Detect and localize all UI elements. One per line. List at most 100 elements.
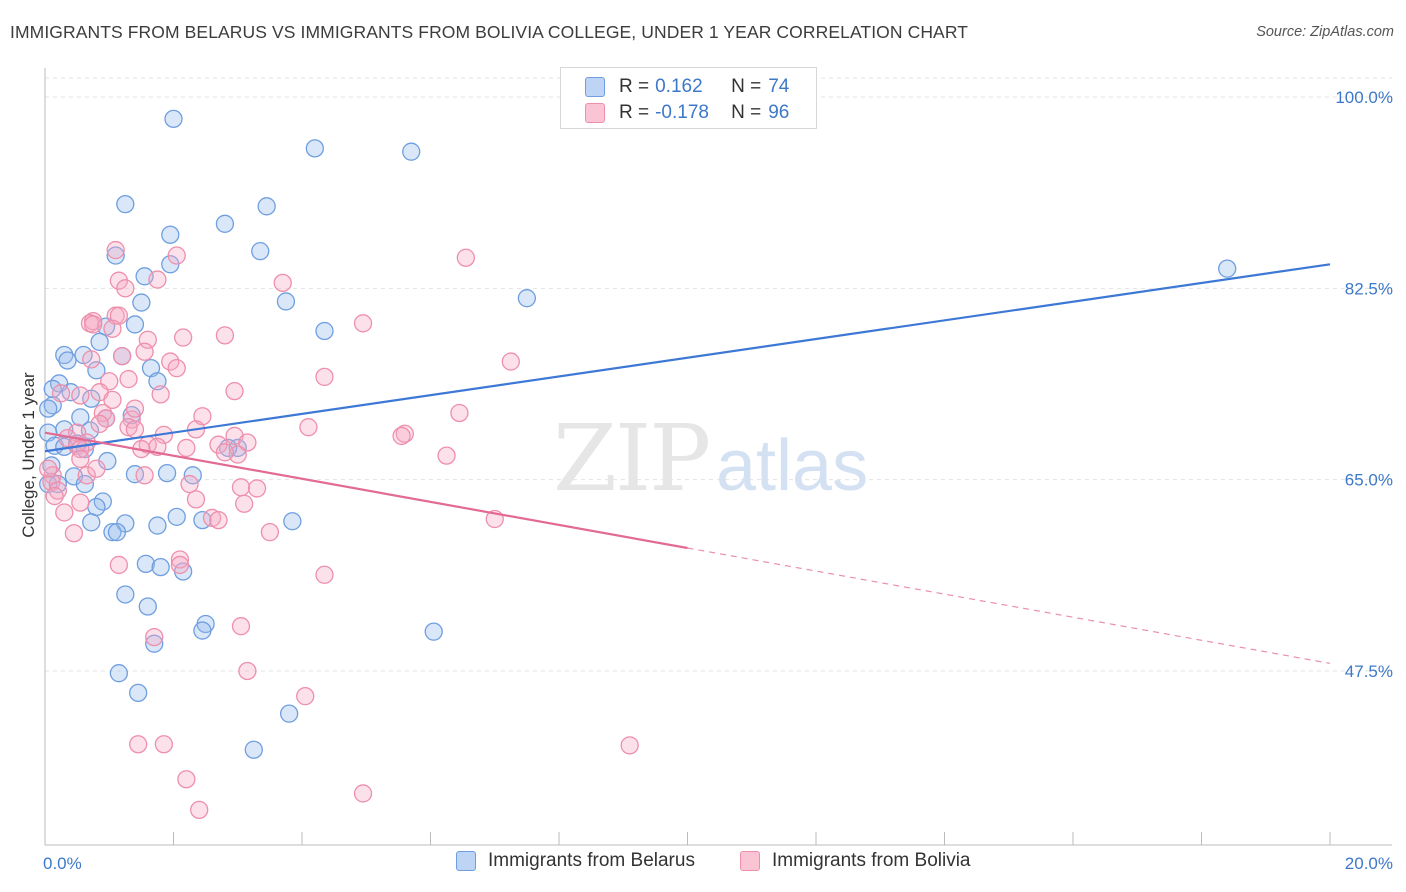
data-point — [71, 386, 90, 405]
data-point — [231, 478, 251, 497]
y-tick-labels: 100.0% 82.5% 65.0% 47.5% — [1335, 88, 1393, 681]
data-point — [305, 139, 325, 158]
data-point — [107, 522, 127, 542]
data-point — [151, 557, 170, 577]
data-point — [71, 493, 90, 512]
data-point — [170, 550, 190, 569]
data-point — [315, 565, 334, 584]
data-point — [148, 516, 167, 535]
data-point — [238, 433, 257, 452]
watermark-atlas: atlas — [716, 426, 868, 506]
data-point — [238, 661, 257, 681]
data-point — [151, 385, 170, 404]
data-point — [154, 735, 174, 754]
data-point — [84, 315, 103, 334]
y-tick-label: 65.0% — [1345, 471, 1393, 490]
data-point — [456, 248, 475, 267]
data-point — [58, 351, 77, 370]
chart-title: IMMIGRANTS FROM BELARUS VS IMMIGRANTS FR… — [10, 22, 969, 42]
data-point — [283, 512, 302, 531]
data-point — [231, 617, 251, 636]
data-point — [148, 270, 167, 289]
series-bolivia-points — [39, 240, 639, 820]
data-point — [116, 194, 135, 214]
data-point — [103, 390, 122, 410]
data-point — [145, 627, 164, 647]
legend-r-label: R = — [619, 76, 650, 97]
data-point — [392, 426, 411, 446]
data-point — [93, 403, 112, 423]
data-point — [186, 490, 206, 509]
data-point — [87, 361, 106, 380]
source-label: Source: ZipAtlas.com — [1256, 24, 1394, 40]
data-point — [296, 686, 315, 706]
data-point — [161, 352, 180, 371]
legend-r-value: -0.178 — [655, 102, 709, 123]
data-point — [125, 465, 145, 484]
data-point — [138, 330, 157, 349]
trend-line-dashed — [687, 547, 1331, 664]
legend-swatch-belarus — [585, 77, 605, 97]
data-point — [135, 466, 154, 485]
data-point — [215, 214, 235, 233]
data-point — [87, 459, 106, 478]
data-point — [620, 736, 639, 755]
data-point — [209, 510, 228, 530]
data-point — [55, 345, 74, 365]
bottom-legend-label-belarus: Immigrants from Belarus — [488, 850, 695, 871]
data-point — [138, 597, 157, 616]
data-point — [157, 463, 177, 483]
data-point — [1218, 259, 1237, 278]
data-point — [260, 522, 280, 542]
data-point — [82, 350, 101, 369]
data-point — [90, 332, 109, 352]
data-point — [112, 346, 132, 366]
y-axis-label: College, Under 1 year — [19, 372, 38, 538]
data-point — [402, 142, 421, 161]
trend-line-solid — [44, 263, 1331, 453]
data-point — [109, 555, 129, 575]
data-point — [51, 384, 71, 403]
data-point — [106, 246, 125, 265]
data-point — [48, 481, 67, 500]
data-point — [395, 424, 414, 443]
data-point — [119, 369, 138, 389]
data-point — [103, 319, 122, 338]
data-point — [353, 314, 373, 333]
data-point — [116, 585, 135, 604]
data-point — [244, 740, 263, 759]
data-point — [450, 403, 469, 423]
data-point — [257, 197, 276, 216]
data-point — [82, 513, 101, 532]
data-point — [190, 800, 209, 820]
data-point — [517, 289, 537, 308]
data-point — [167, 507, 186, 526]
data-point — [39, 399, 58, 418]
data-point — [61, 383, 80, 402]
data-point — [299, 418, 318, 437]
data-point — [136, 554, 156, 574]
bottom-legend-swatch-bolivia — [740, 851, 760, 871]
watermark: ZIP atlas — [553, 405, 868, 512]
legend-r-label: R = — [619, 102, 650, 123]
data-point — [501, 352, 520, 371]
legend-n-value: 96 — [768, 102, 790, 123]
y-tick-label: 82.5% — [1345, 279, 1393, 298]
data-point — [437, 446, 456, 465]
data-point — [145, 634, 164, 653]
y-tick-label: 100.0% — [1335, 88, 1393, 107]
data-point — [71, 449, 90, 469]
data-point — [193, 621, 212, 640]
data-point — [215, 326, 235, 345]
data-point — [116, 279, 135, 298]
data-point — [87, 497, 106, 517]
data-point — [315, 367, 334, 387]
data-point — [132, 293, 151, 312]
data-point — [129, 735, 148, 754]
watermark-zip: ZIP — [553, 405, 709, 512]
data-point — [215, 443, 235, 462]
data-point — [125, 315, 145, 334]
data-point — [90, 414, 109, 434]
data-point — [45, 486, 64, 506]
bottom-legend-swatch-belarus — [456, 851, 476, 871]
